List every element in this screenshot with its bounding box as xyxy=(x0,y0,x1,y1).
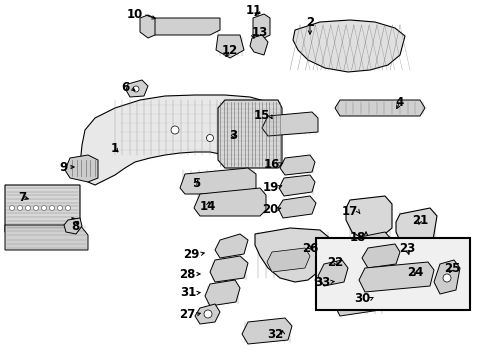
Text: 31: 31 xyxy=(180,287,196,300)
Text: 17: 17 xyxy=(341,204,357,217)
Polygon shape xyxy=(280,155,314,175)
Text: 18: 18 xyxy=(349,230,365,243)
Text: 9: 9 xyxy=(60,161,68,174)
Text: 23: 23 xyxy=(398,242,414,255)
Circle shape xyxy=(203,310,212,318)
Text: 28: 28 xyxy=(178,267,195,280)
Circle shape xyxy=(171,126,179,134)
Text: 12: 12 xyxy=(222,44,238,57)
Polygon shape xyxy=(262,112,317,136)
Text: 14: 14 xyxy=(200,199,216,212)
Text: 11: 11 xyxy=(245,4,262,17)
Polygon shape xyxy=(218,100,282,168)
Text: 5: 5 xyxy=(191,176,200,189)
Text: 19: 19 xyxy=(262,180,279,194)
Text: 10: 10 xyxy=(126,8,142,21)
Polygon shape xyxy=(140,15,155,38)
Text: 2: 2 xyxy=(305,15,313,28)
Polygon shape xyxy=(204,280,240,306)
Text: 7: 7 xyxy=(18,190,26,203)
Polygon shape xyxy=(254,228,331,282)
Polygon shape xyxy=(433,260,459,294)
Polygon shape xyxy=(180,168,256,194)
Polygon shape xyxy=(249,35,267,55)
Circle shape xyxy=(442,274,450,282)
Polygon shape xyxy=(126,80,148,97)
Text: 27: 27 xyxy=(179,309,195,321)
Circle shape xyxy=(133,86,139,92)
Circle shape xyxy=(65,206,70,211)
Circle shape xyxy=(206,135,213,141)
Polygon shape xyxy=(317,260,347,286)
Polygon shape xyxy=(348,232,391,260)
Text: 29: 29 xyxy=(183,248,200,261)
Circle shape xyxy=(25,206,30,211)
Text: 1: 1 xyxy=(111,141,119,154)
Circle shape xyxy=(34,206,39,211)
Text: 24: 24 xyxy=(406,266,422,279)
Polygon shape xyxy=(216,35,244,58)
Polygon shape xyxy=(346,196,391,240)
Polygon shape xyxy=(195,304,220,324)
Polygon shape xyxy=(64,218,82,234)
Text: 4: 4 xyxy=(395,95,403,108)
Polygon shape xyxy=(333,286,383,316)
Text: 22: 22 xyxy=(326,256,343,269)
Circle shape xyxy=(49,206,54,211)
Text: 13: 13 xyxy=(251,26,268,39)
Polygon shape xyxy=(209,256,247,282)
Polygon shape xyxy=(266,248,309,272)
Polygon shape xyxy=(215,234,247,258)
Text: 15: 15 xyxy=(253,108,269,122)
Polygon shape xyxy=(361,244,399,268)
Circle shape xyxy=(41,206,46,211)
Polygon shape xyxy=(5,225,88,250)
Text: 20: 20 xyxy=(261,202,278,216)
Polygon shape xyxy=(65,155,98,182)
Text: 3: 3 xyxy=(228,129,237,141)
Text: 30: 30 xyxy=(353,292,369,306)
Bar xyxy=(315,238,469,310)
Text: 8: 8 xyxy=(71,220,79,233)
Text: 32: 32 xyxy=(266,328,283,341)
Polygon shape xyxy=(395,208,436,250)
Text: 21: 21 xyxy=(411,213,427,226)
Circle shape xyxy=(58,206,62,211)
Text: 33: 33 xyxy=(313,275,329,288)
Polygon shape xyxy=(314,266,349,290)
Polygon shape xyxy=(358,262,433,292)
Polygon shape xyxy=(278,196,315,218)
Polygon shape xyxy=(252,14,269,38)
Polygon shape xyxy=(334,100,424,116)
Circle shape xyxy=(18,206,22,211)
Polygon shape xyxy=(194,188,265,216)
Text: 16: 16 xyxy=(263,158,280,171)
Polygon shape xyxy=(145,18,220,35)
Text: 6: 6 xyxy=(122,81,130,94)
Polygon shape xyxy=(279,175,314,196)
Polygon shape xyxy=(292,20,404,72)
Text: 26: 26 xyxy=(301,242,318,255)
Polygon shape xyxy=(242,318,291,344)
Text: 25: 25 xyxy=(443,261,459,274)
Circle shape xyxy=(9,206,15,211)
Polygon shape xyxy=(5,185,80,232)
Polygon shape xyxy=(80,95,278,185)
